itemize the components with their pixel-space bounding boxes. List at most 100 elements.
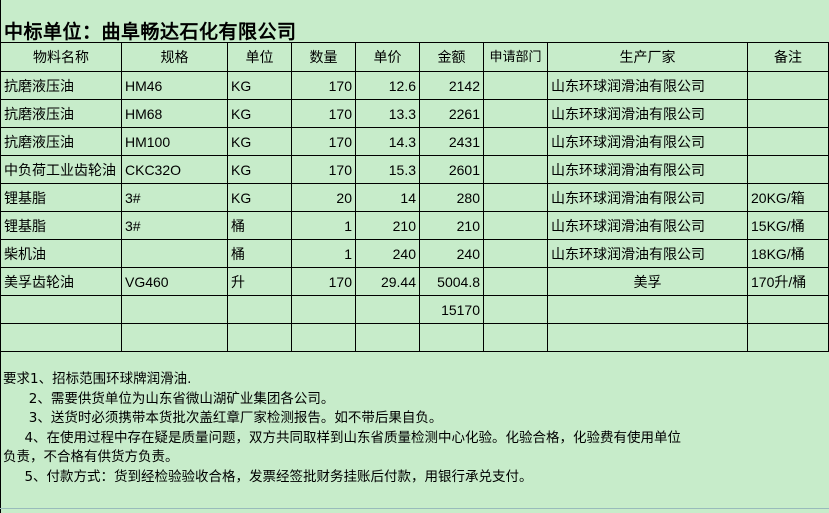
total-amount[interactable]: 15170 (419, 295, 484, 324)
empty-cell[interactable] (355, 295, 420, 324)
empty-cell[interactable] (747, 323, 829, 352)
cell-manufacturer[interactable]: 美孚 (547, 267, 748, 296)
cell-quantity[interactable]: 1 (291, 239, 356, 268)
empty-cell[interactable] (483, 323, 548, 352)
cell-unit[interactable]: 桶 (227, 211, 292, 240)
cell-manufacturer[interactable]: 山东环球润滑油有限公司 (547, 239, 748, 268)
cell-unit-price[interactable]: 14.3 (355, 127, 420, 156)
cell-quantity[interactable]: 170 (291, 267, 356, 296)
table-row: 锂基脂 3# KG 20 14 280 山东环球润滑油有限公司 20KG/箱 (0, 183, 829, 212)
cell-department[interactable] (483, 211, 548, 240)
cell-department[interactable] (483, 99, 548, 128)
cell-spec[interactable]: HM68 (121, 99, 228, 128)
cell-amount[interactable]: 2601 (419, 155, 484, 184)
cell-quantity[interactable]: 170 (291, 155, 356, 184)
cell-spec[interactable]: VG460 (121, 267, 228, 296)
cell-spec[interactable]: HM100 (121, 127, 228, 156)
note-line: 3、送货时必须携带本货批次盖红章厂家检测报告。如不带后果自负。 (3, 410, 443, 427)
empty-cell[interactable] (121, 295, 228, 324)
cell-unit-price[interactable]: 12.6 (355, 71, 420, 100)
cell-amount[interactable]: 2261 (419, 99, 484, 128)
cell-remark[interactable]: 20KG/箱 (747, 183, 829, 212)
cell-department[interactable] (483, 183, 548, 212)
table-row: 中负荷工业齿轮油 CKC32O KG 170 15.3 2601 山东环球润滑油有限公司 (0, 155, 829, 184)
cell-department[interactable] (483, 155, 548, 184)
header-cell: 备注 (747, 42, 829, 72)
cell-material-name[interactable]: 抗磨液压油 (0, 99, 122, 128)
cell-remark[interactable]: 170升/桶 (747, 267, 829, 296)
cell-unit-price[interactable]: 14 (355, 183, 420, 212)
cell-spec[interactable] (121, 239, 228, 268)
empty-cell[interactable] (483, 295, 548, 324)
cell-unit-price[interactable]: 29.44 (355, 267, 420, 296)
cell-unit[interactable]: 升 (227, 267, 292, 296)
cell-manufacturer[interactable]: 山东环球润滑油有限公司 (547, 155, 748, 184)
note-line: 5、付款方式：货到经检验验收合格，发票经签批财务挂账后付款，用银行承兑支付。 (3, 468, 533, 485)
cell-material-name[interactable]: 锂基脂 (0, 183, 122, 212)
cell-amount[interactable]: 210 (419, 211, 484, 240)
cell-manufacturer[interactable]: 山东环球润滑油有限公司 (547, 211, 748, 240)
empty-cell[interactable] (355, 323, 420, 352)
cell-material-name[interactable]: 锂基脂 (0, 211, 122, 240)
cell-department[interactable] (483, 267, 548, 296)
cell-department[interactable] (483, 127, 548, 156)
cell-unit[interactable]: KG (227, 183, 292, 212)
empty-cell[interactable] (121, 323, 228, 352)
empty-cell[interactable] (547, 295, 748, 324)
cell-amount[interactable]: 2431 (419, 127, 484, 156)
table-row: 锂基脂 3# 桶 1 210 210 山东环球润滑油有限公司 15KG/桶 (0, 211, 829, 240)
cell-material-name[interactable]: 抗磨液压油 (0, 127, 122, 156)
cell-spec[interactable]: 3# (121, 183, 228, 212)
cell-unit-price[interactable]: 15.3 (355, 155, 420, 184)
cell-amount[interactable]: 280 (419, 183, 484, 212)
empty-cell[interactable] (0, 323, 122, 352)
cell-unit[interactable]: KG (227, 99, 292, 128)
cell-spec[interactable]: CKC32O (121, 155, 228, 184)
cell-amount[interactable]: 5004.8 (419, 267, 484, 296)
cell-unit[interactable]: KG (227, 155, 292, 184)
total-row: 15170 (0, 295, 829, 324)
cell-amount[interactable]: 240 (419, 239, 484, 268)
cell-material-name[interactable]: 抗磨液压油 (0, 71, 122, 100)
cell-material-name[interactable]: 柴机油 (0, 239, 122, 268)
cell-spec[interactable]: HM46 (121, 71, 228, 100)
empty-cell[interactable] (547, 323, 748, 352)
cell-quantity[interactable]: 170 (291, 99, 356, 128)
empty-cell[interactable] (291, 323, 356, 352)
header-cell: 申请部门 (483, 42, 548, 72)
cell-unit-price[interactable]: 13.3 (355, 99, 420, 128)
empty-cell[interactable] (291, 295, 356, 324)
cell-material-name[interactable]: 美孚齿轮油 (0, 267, 122, 296)
empty-cell[interactable] (0, 295, 122, 324)
cell-manufacturer[interactable]: 山东环球润滑油有限公司 (547, 99, 748, 128)
cell-material-name[interactable]: 中负荷工业齿轮油 (0, 155, 122, 184)
cell-remark[interactable] (747, 155, 829, 184)
empty-cell[interactable] (747, 295, 829, 324)
empty-cell[interactable] (227, 295, 292, 324)
cell-remark[interactable] (747, 127, 829, 156)
cell-unit[interactable]: 桶 (227, 239, 292, 268)
cell-remark[interactable]: 15KG/桶 (747, 211, 829, 240)
header-row: 物料名称 规格 单位 数量 单价 金额 申请部门 生产厂家 备注 (0, 42, 829, 72)
cell-unit-price[interactable]: 210 (355, 211, 420, 240)
cell-unit-price[interactable]: 240 (355, 239, 420, 268)
cell-manufacturer[interactable]: 山东环球润滑油有限公司 (547, 71, 748, 100)
cell-manufacturer[interactable]: 山东环球润滑油有限公司 (547, 183, 748, 212)
cell-unit[interactable]: KG (227, 71, 292, 100)
cell-department[interactable] (483, 239, 548, 268)
header-cell: 生产厂家 (547, 42, 748, 72)
cell-manufacturer[interactable]: 山东环球润滑油有限公司 (547, 127, 748, 156)
cell-amount[interactable]: 2142 (419, 71, 484, 100)
cell-department[interactable] (483, 71, 548, 100)
cell-remark[interactable] (747, 99, 829, 128)
cell-quantity[interactable]: 170 (291, 127, 356, 156)
cell-unit[interactable]: KG (227, 127, 292, 156)
empty-cell[interactable] (419, 323, 484, 352)
cell-quantity[interactable]: 170 (291, 71, 356, 100)
cell-spec[interactable]: 3# (121, 211, 228, 240)
cell-remark[interactable]: 18KG/桶 (747, 239, 829, 268)
cell-remark[interactable] (747, 71, 829, 100)
cell-quantity[interactable]: 20 (291, 183, 356, 212)
empty-cell[interactable] (227, 323, 292, 352)
cell-quantity[interactable]: 1 (291, 211, 356, 240)
